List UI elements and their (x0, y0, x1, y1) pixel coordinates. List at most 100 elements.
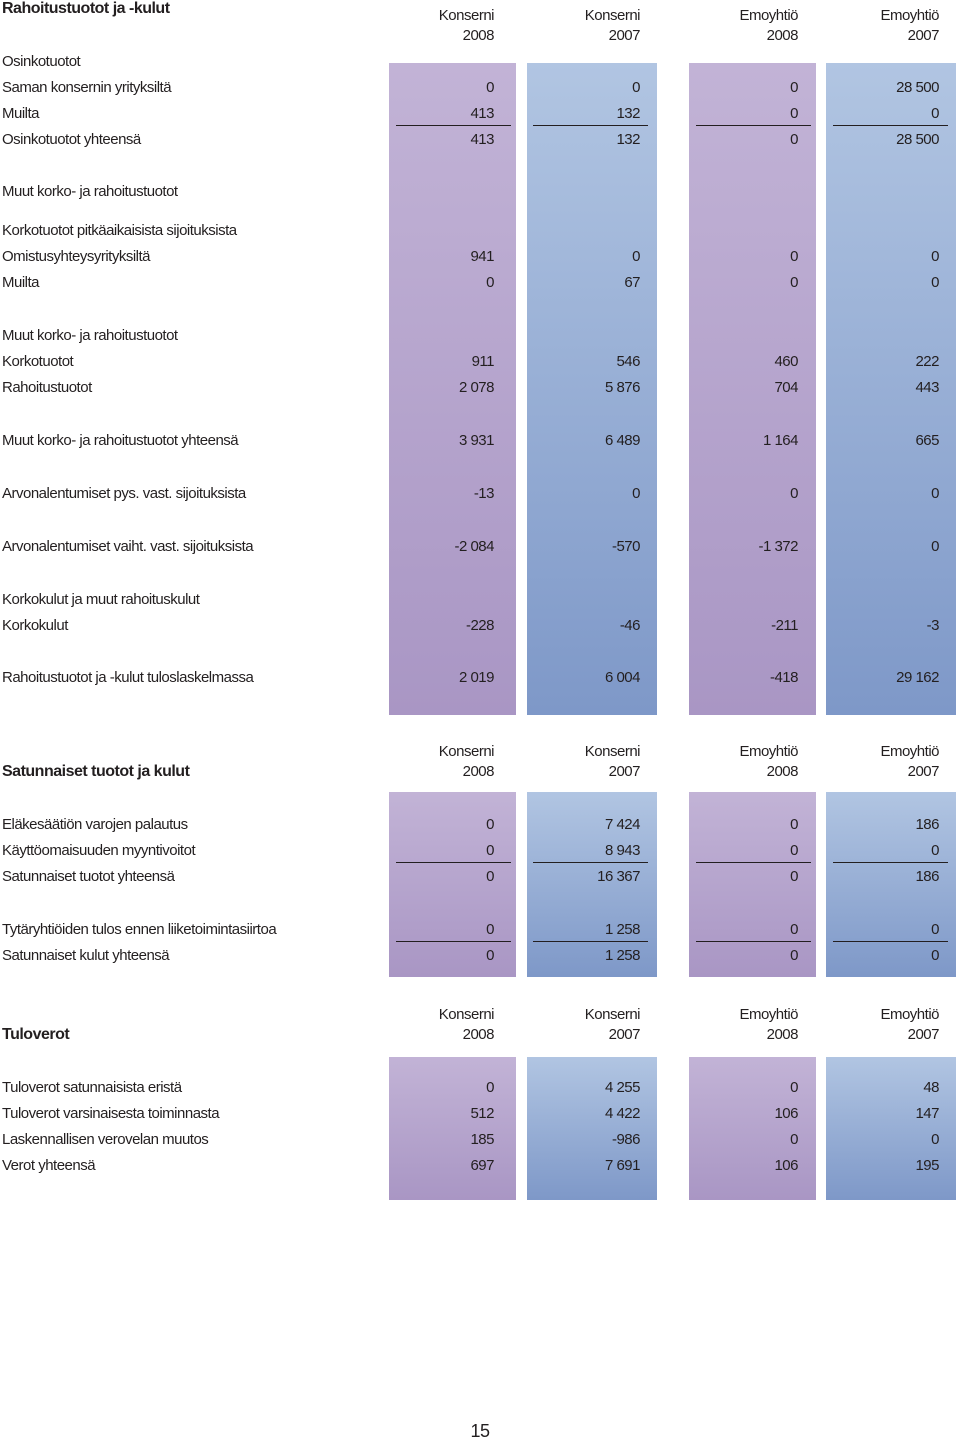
column-band-emoyhtio-2007 (826, 63, 956, 715)
cell-value: 0 (931, 274, 939, 291)
cell-value: -211 (771, 617, 798, 634)
cell-value: 3 931 (458, 432, 495, 449)
cell-value: 665 (915, 432, 939, 449)
cell-value: 186 (915, 816, 939, 833)
cell-value: 132 (616, 131, 640, 148)
cell-value: 222 (915, 353, 939, 370)
row-label: Muut korko- ja rahoitustuotot (2, 327, 178, 344)
column-band-emoyhtio-2008 (689, 792, 816, 977)
cell-value: 1 258 (604, 947, 641, 964)
cell-value: 0 (486, 816, 494, 833)
header-year: 2008 (766, 1026, 799, 1043)
column-band-emoyhtio-2007 (826, 792, 956, 977)
row-label: Arvonalentumiset vaiht. vast. sijoituksi… (2, 538, 254, 555)
cell-value: 0 (486, 868, 494, 885)
header-entity: Emoyhtiö (739, 7, 798, 24)
section-title: Rahoitustuotot ja -kulut (2, 0, 170, 17)
subtotal-rule (833, 125, 948, 126)
cell-value: -2 084 (454, 538, 494, 555)
row-label: Muut korko- ja rahoitustuotot (2, 183, 178, 200)
header-year: 2008 (462, 1026, 495, 1043)
header-entity: Emoyhtiö (880, 743, 939, 760)
cell-value: 186 (915, 868, 939, 885)
header-year: 2008 (462, 763, 495, 780)
cell-value: 0 (486, 1079, 494, 1096)
cell-value: 0 (790, 947, 798, 964)
header-year: 2007 (608, 763, 641, 780)
row-label: Tuloverot satunnaisista eristä (2, 1079, 182, 1096)
row-label: Omistusyhteysyrityksiltä (2, 248, 151, 265)
page-number: 15 (470, 1421, 490, 1441)
row-label: Rahoitustuotot (2, 379, 92, 396)
header-entity: Konserni (438, 7, 495, 24)
row-label: Satunnaiset tuotot yhteensä (2, 868, 175, 885)
row-label: Muilta (2, 105, 40, 122)
cell-value: 195 (915, 1157, 939, 1174)
subtotal-rule (533, 125, 648, 126)
cell-value: 0 (790, 274, 798, 291)
row-label: Osinkotuotot yhteensä (2, 131, 141, 148)
cell-value: 0 (790, 1079, 798, 1096)
header-entity: Konserni (584, 7, 641, 24)
header-year: 2007 (608, 1026, 641, 1043)
column-band-konserni-2008 (389, 63, 516, 715)
cell-value: 4 255 (604, 1079, 641, 1096)
cell-value: 697 (470, 1157, 494, 1174)
header-entity: Konserni (438, 743, 495, 760)
subtotal-rule (533, 941, 648, 942)
cell-value: 0 (790, 131, 798, 148)
cell-value: 0 (486, 274, 494, 291)
column-band-konserni-2008 (389, 792, 516, 977)
cell-value: 0 (790, 79, 798, 96)
row-label: Tytäryhtiöiden tulos ennen liiketoiminta… (2, 921, 277, 938)
cell-value: -13 (473, 485, 495, 502)
cell-value: 28 500 (896, 131, 939, 148)
cell-value: 0 (790, 816, 798, 833)
cell-value: 941 (470, 248, 494, 265)
column-band-emoyhtio-2007 (826, 1057, 956, 1200)
subtotal-rule (833, 941, 948, 942)
header-entity: Emoyhtiö (739, 1006, 798, 1023)
header-year: 2007 (907, 27, 940, 44)
cell-value: 4 422 (604, 1105, 641, 1122)
row-label: Eläkesäätiön varojen palautus (2, 816, 188, 833)
column-band-emoyhtio-2008 (689, 63, 816, 715)
cell-value: 413 (470, 131, 494, 148)
cell-value: 29 162 (896, 669, 939, 686)
cell-value: -986 (611, 1131, 641, 1148)
subtotal-rule (396, 862, 511, 863)
row-label: Laskennallisen verovelan muutos (2, 1131, 209, 1148)
cell-value: 48 (923, 1079, 939, 1096)
cell-value: 413 (470, 105, 494, 122)
row-label: Muut korko- ja rahoitustuotot yhteensä (2, 432, 239, 449)
cell-value: 0 (931, 538, 939, 555)
cell-value: 106 (774, 1157, 798, 1174)
cell-value: -3 (926, 617, 940, 634)
cell-value: 0 (931, 1131, 939, 1148)
row-label: Rahoitustuotot ja -kulut tuloslaskelmass… (2, 669, 254, 686)
cell-value: 0 (931, 947, 939, 964)
cell-value: 0 (790, 485, 798, 502)
column-band-konserni-2007 (527, 792, 657, 977)
row-label: Verot yhteensä (2, 1157, 96, 1174)
cell-value: 0 (790, 868, 798, 885)
section-title: Satunnaiset tuotot ja kulut (2, 763, 190, 780)
cell-value: 0 (790, 105, 798, 122)
subtotal-rule (396, 941, 511, 942)
cell-value: 7 691 (604, 1157, 641, 1174)
header-entity: Konserni (438, 1006, 495, 1023)
cell-value: 0 (486, 79, 494, 96)
cell-value: 0 (931, 921, 939, 938)
section-title: Tuloverot (2, 1026, 70, 1043)
cell-value: 147 (915, 1105, 939, 1122)
subtotal-rule (533, 862, 648, 863)
cell-value: 546 (616, 353, 640, 370)
row-label: Korkotuotot pitkäaikaisista sijoituksist… (2, 222, 237, 239)
cell-value: 5 876 (604, 379, 641, 396)
header-entity: Konserni (584, 1006, 641, 1023)
row-label: Saman konsernin yrityksiltä (2, 79, 172, 96)
header-year: 2008 (766, 27, 799, 44)
cell-value: 460 (774, 353, 798, 370)
cell-value: 2 078 (458, 379, 495, 396)
subtotal-rule (696, 941, 811, 942)
